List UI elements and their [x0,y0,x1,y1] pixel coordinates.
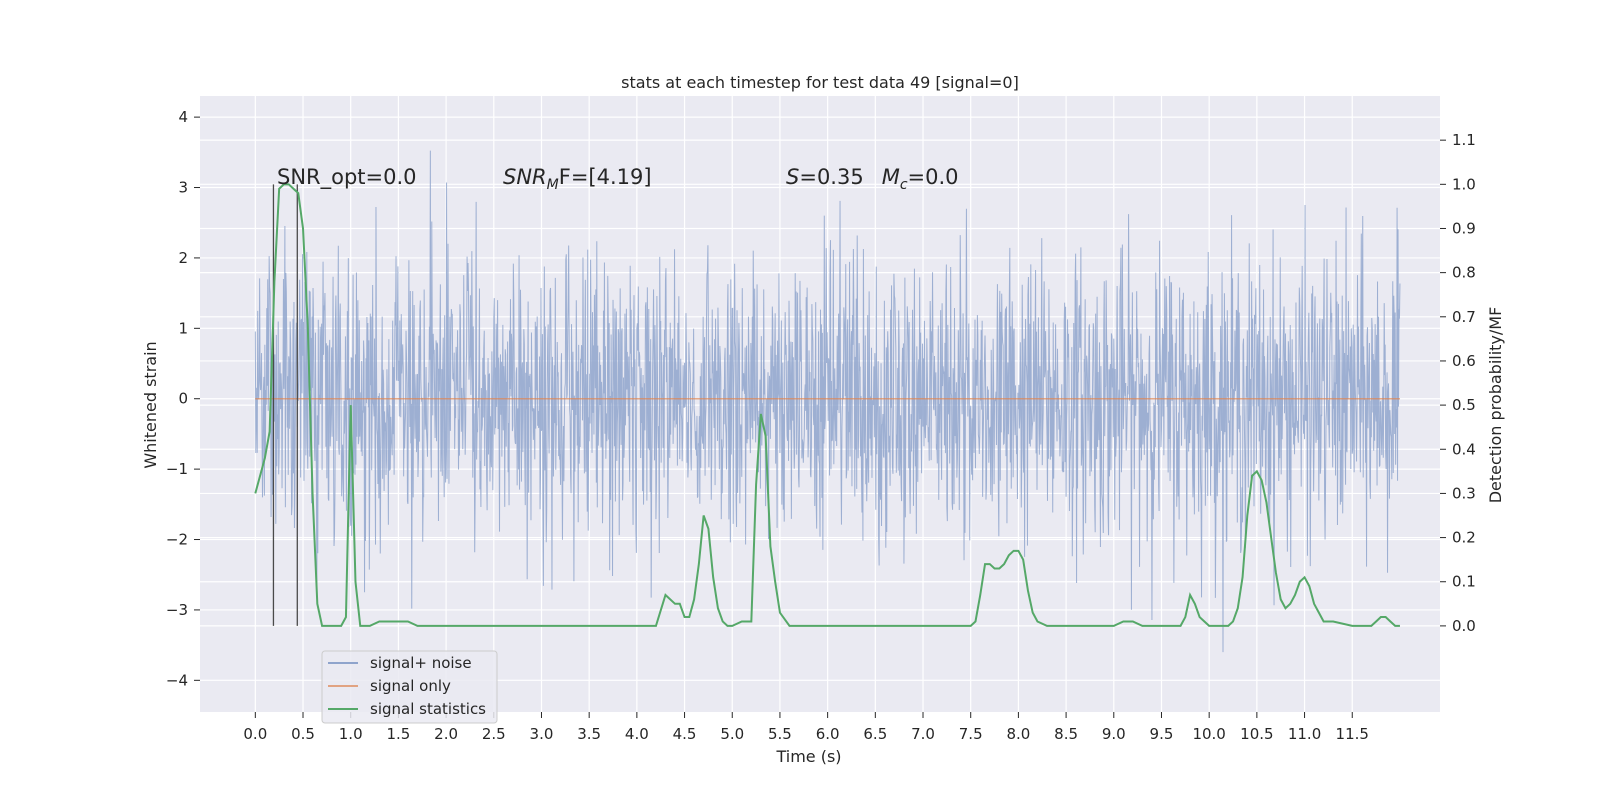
x-tick-label: 6.0 [816,725,840,743]
y-right-tick-label: 1.1 [1452,131,1476,149]
y-left-tick-label: 2 [178,249,188,267]
x-tick-label: 9.0 [1102,725,1126,743]
annotation-s-label: S [786,165,799,189]
y-left-tick-label: 1 [178,319,188,337]
x-tick-label: 4.5 [673,725,697,743]
annotation-snr-mf: SNRMF=[4.19] [503,165,652,193]
y-left-tick-label: −2 [166,531,188,549]
x-tick-label: 8.0 [1006,725,1030,743]
y-left-tick-label: 3 [178,179,188,197]
y-right-tick-label: 0.6 [1452,352,1476,370]
y-left-tick-label: −4 [166,671,188,689]
annotation-mc-label: M [882,165,900,189]
y-left-tick-label: −3 [166,601,188,619]
legend-label-signal-only: signal only [370,677,451,695]
legend-box [321,650,498,724]
y-right-tick-label: 0.4 [1452,440,1476,458]
y-right-tick-label: 0.7 [1452,308,1476,326]
x-tick-label: 11.0 [1288,725,1321,743]
series-signal-statistics [254,183,1400,627]
annotation-s-mc: S=0.35 Mc=0.0 [786,165,959,193]
x-tick-label: 5.0 [720,725,744,743]
y-right-axis-ticks: 1.1 1.0 0.9 0.8 0.7 0.6 0.5 0.4 0.3 0.2 0.1 0.0 [1440,131,1476,635]
x-tick-label: 9.5 [1150,725,1174,743]
chart-title: stats at each timestep for test data 49 … [621,73,1019,92]
x-tick-label: 2.0 [434,725,458,743]
y-right-tick-label: 0.9 [1452,219,1476,237]
series-signal-noise [254,150,1401,653]
x-tick-label: 4.0 [625,725,649,743]
y-right-tick-label: 0.5 [1452,396,1476,414]
x-tick-label: 3.0 [530,725,554,743]
y-left-tick-label: 0 [178,390,188,408]
x-tick-label: 0.5 [291,725,315,743]
series-line-signal-statistics [254,183,1400,627]
series-line-signal-noise [254,150,1401,653]
y-right-axis-label: Detection probability/MF [1486,307,1505,504]
y-left-tick-label: 4 [178,108,188,126]
annotation-snr-mf-tail: F=[4.19] [559,165,652,189]
y-right-tick-label: 0.1 [1452,573,1476,591]
y-right-tick-label: 0.2 [1452,529,1476,547]
x-tick-label: 2.5 [482,725,506,743]
annotation-snr-opt: SNR_opt=0.0 [277,165,417,190]
x-tick-label: 6.5 [863,725,887,743]
x-tick-label: 0.0 [243,725,267,743]
x-tick-label: 10.0 [1192,725,1225,743]
x-tick-label: 10.5 [1240,725,1273,743]
x-axis-ticks: 0.0 0.5 1.0 1.5 2.0 2.5 3.0 3.5 4.0 4.5 5.0 5.5 6.0 6… [243,712,1369,743]
x-tick-label: 5.5 [768,725,792,743]
annotation-snr-mf-main: SNR [503,165,547,189]
y-right-tick-label: 0.8 [1452,264,1476,282]
annotation-s-value: =0.35 [799,165,863,189]
y-right-tick-label: 1.0 [1452,175,1476,193]
legend-label-noise: signal+ noise [370,654,472,672]
legend-label-stats: signal statistics [370,700,486,718]
x-tick-label: 1.5 [386,725,410,743]
x-tick-label: 7.0 [911,725,935,743]
y-right-tick-label: 0.3 [1452,484,1476,502]
legend: signal+ noise signal only signal statist… [321,650,498,724]
annotation-snr-mf-sub: M [547,177,559,193]
y-left-axis-ticks: 4 3 2 1 0 −1 −2 −3 −4 [166,108,200,689]
annotation-mc-value: =0.0 [908,165,959,189]
y-right-tick-label: 0.0 [1452,617,1476,635]
x-tick-label: 1.0 [339,725,363,743]
marker-lines [272,184,298,626]
y-left-tick-label: −1 [166,460,188,478]
annotation-mc-sub: c [900,177,908,193]
x-tick-label: 7.5 [959,725,983,743]
x-axis-label: Time (s) [775,747,841,766]
x-tick-label: 8.5 [1054,725,1078,743]
y-left-axis-label: Whitened strain [141,341,160,468]
x-tick-label: 3.5 [577,725,601,743]
x-tick-label: 11.5 [1336,725,1369,743]
